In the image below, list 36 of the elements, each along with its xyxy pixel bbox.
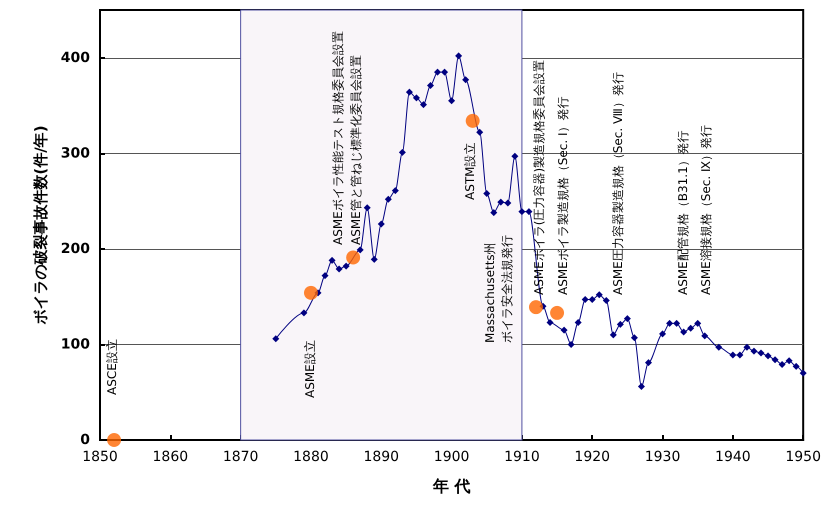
annotation: ASTM設立 xyxy=(463,142,477,200)
point xyxy=(550,306,564,320)
y-axis-title: ボイラの破裂事故件数(件/年) xyxy=(32,125,50,326)
annotation: ASME管と管ねじ標準化委員会設置 xyxy=(349,55,363,245)
annotation: ASME圧力容器製造規格（Sec. Ⅷ）発行 xyxy=(611,72,625,295)
x-tick-label: 1950 xyxy=(785,449,822,465)
annotation: ASCE設立 xyxy=(105,339,119,395)
x-tick-label: 1940 xyxy=(715,449,751,465)
x-tick-label: 1930 xyxy=(644,449,680,465)
point xyxy=(528,300,543,314)
y-tick-label: 200 xyxy=(60,240,90,257)
point xyxy=(466,114,480,128)
annotation: ASMEボイラ製造規格（Sec. Ⅰ）発行 xyxy=(556,96,570,295)
x-tick-label: 1910 xyxy=(504,449,540,465)
point xyxy=(346,250,360,264)
point xyxy=(107,433,122,447)
annotation: ASME溶接規格（Sec. Ⅸ）発行 xyxy=(699,125,713,295)
point xyxy=(304,286,318,300)
x-tick-label: 1880 xyxy=(293,449,329,465)
x-tick-label: 1850 xyxy=(82,449,118,465)
y-tick-label: 0 xyxy=(80,432,90,448)
annotation: ASME設立 xyxy=(303,340,317,398)
x-tick-label: 1920 xyxy=(574,449,610,465)
y-tick-label: 100 xyxy=(60,336,90,352)
x-tick-label: 1860 xyxy=(152,449,188,465)
annotation: ASMEボイラ性能テスト規格委員会設置 xyxy=(331,31,345,245)
annotation: ASMEボイラ(圧力容器)製造規格委員会設置 xyxy=(532,60,546,295)
x-tick-label: 1870 xyxy=(222,449,258,465)
x-tick-label: 1900 xyxy=(434,449,470,465)
annotation: ASME配管規格（B31.1）発行 xyxy=(676,130,690,295)
y-tick-label: 400 xyxy=(60,50,90,66)
y-tick-label: 300 xyxy=(60,145,90,162)
annotation: ボイラ安全法規発行 xyxy=(500,235,514,343)
x-tick-label: 1890 xyxy=(363,449,400,465)
annotation: Massachusetts州 xyxy=(483,242,497,343)
x-axis-title: 年 代 xyxy=(432,476,470,496)
